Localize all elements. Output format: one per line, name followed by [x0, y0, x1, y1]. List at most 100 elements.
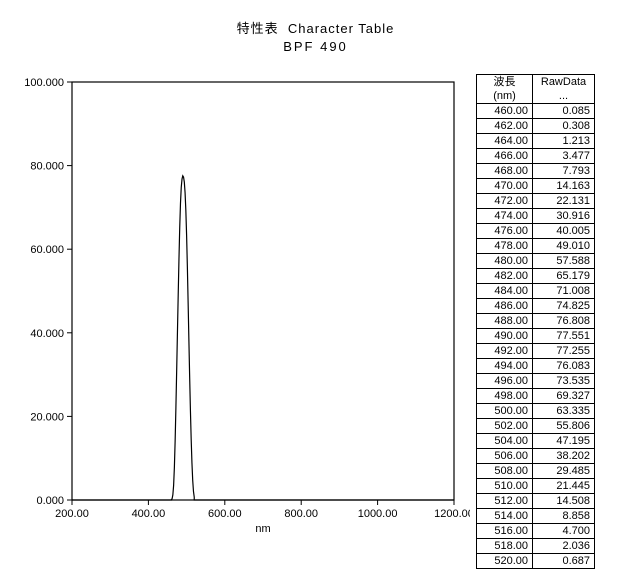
table-row: 468.007.793	[477, 164, 595, 179]
data-table: 波長 (nm) RawData ... 460.000.085462.000.3…	[476, 74, 595, 569]
cell-wavelength: 500.00	[477, 404, 533, 419]
cell-rawdata: 38.202	[533, 449, 595, 464]
cell-rawdata: 14.163	[533, 179, 595, 194]
table-row: 480.0057.588	[477, 254, 595, 269]
data-table-wrap: 波長 (nm) RawData ... 460.000.085462.000.3…	[476, 74, 595, 569]
cell-wavelength: 464.00	[477, 134, 533, 149]
cell-wavelength: 492.00	[477, 344, 533, 359]
table-row: 488.0076.808	[477, 314, 595, 329]
cell-rawdata: 0.687	[533, 554, 595, 569]
table-row: 478.0049.010	[477, 239, 595, 254]
table-row: 498.0069.327	[477, 389, 595, 404]
ytick-label: 20.000	[30, 411, 64, 423]
xtick-label: 400.00	[132, 508, 166, 520]
col-header-rawdata: RawData ...	[533, 75, 595, 104]
cell-wavelength: 502.00	[477, 419, 533, 434]
cell-wavelength: 520.00	[477, 554, 533, 569]
table-row: 514.008.858	[477, 509, 595, 524]
xtick-label: 600.00	[208, 508, 242, 520]
cell-rawdata: 76.083	[533, 359, 595, 374]
table-row: 476.0040.005	[477, 224, 595, 239]
cell-wavelength: 472.00	[477, 194, 533, 209]
cell-wavelength: 484.00	[477, 284, 533, 299]
cell-wavelength: 512.00	[477, 494, 533, 509]
cell-wavelength: 466.00	[477, 149, 533, 164]
table-row: 500.0063.335	[477, 404, 595, 419]
cell-rawdata: 77.551	[533, 329, 595, 344]
table-row: 462.000.308	[477, 119, 595, 134]
table-row: 470.0014.163	[477, 179, 595, 194]
xtick-label: 200.00	[55, 508, 89, 520]
cell-wavelength: 488.00	[477, 314, 533, 329]
cell-wavelength: 498.00	[477, 389, 533, 404]
table-row: 466.003.477	[477, 149, 595, 164]
table-row: 484.0071.008	[477, 284, 595, 299]
cell-rawdata: 7.793	[533, 164, 595, 179]
cell-rawdata: 65.179	[533, 269, 595, 284]
cell-wavelength: 516.00	[477, 524, 533, 539]
cell-rawdata: 14.508	[533, 494, 595, 509]
cell-rawdata: 76.808	[533, 314, 595, 329]
table-row: 490.0077.551	[477, 329, 595, 344]
table-row: 512.0014.508	[477, 494, 595, 509]
cell-wavelength: 496.00	[477, 374, 533, 389]
cell-rawdata: 69.327	[533, 389, 595, 404]
table-row: 492.0077.255	[477, 344, 595, 359]
title-en: Character Table	[288, 21, 395, 36]
cell-wavelength: 490.00	[477, 329, 533, 344]
ytick-label: 100.000	[24, 77, 64, 89]
table-row: 460.000.085	[477, 104, 595, 119]
xtick-label: 800.00	[284, 508, 318, 520]
cell-rawdata: 63.335	[533, 404, 595, 419]
content-row: 0.000 20.000 40.000 60.000 80.000 100.000 200.…	[0, 60, 631, 569]
cell-wavelength: 480.00	[477, 254, 533, 269]
cell-rawdata: 74.825	[533, 299, 595, 314]
table-row: 486.0074.825	[477, 299, 595, 314]
table-row: 506.0038.202	[477, 449, 595, 464]
ytick-label: 60.000	[30, 244, 64, 256]
plot-border	[72, 82, 454, 500]
table-row: 474.0030.916	[477, 209, 595, 224]
x-axis-label: nm	[255, 523, 270, 535]
cell-rawdata: 29.485	[533, 464, 595, 479]
title-line-2: BPF 490	[0, 39, 631, 54]
cell-rawdata: 22.131	[533, 194, 595, 209]
chart-svg: 0.000 20.000 40.000 60.000 80.000 100.000 200.…	[0, 70, 470, 540]
page-title: 特性表 Character Table BPF 490	[0, 0, 631, 60]
cell-rawdata: 57.588	[533, 254, 595, 269]
table-row: 494.0076.083	[477, 359, 595, 374]
ytick-label: 40.000	[30, 328, 64, 340]
cell-rawdata: 73.535	[533, 374, 595, 389]
table-row: 504.0047.195	[477, 434, 595, 449]
cell-wavelength: 504.00	[477, 434, 533, 449]
cell-wavelength: 486.00	[477, 299, 533, 314]
cell-wavelength: 470.00	[477, 179, 533, 194]
cell-rawdata: 0.085	[533, 104, 595, 119]
cell-rawdata: 47.195	[533, 434, 595, 449]
cell-wavelength: 474.00	[477, 209, 533, 224]
cell-rawdata: 1.213	[533, 134, 595, 149]
table-row: 464.001.213	[477, 134, 595, 149]
cell-rawdata: 4.700	[533, 524, 595, 539]
ytick-label: 80.000	[30, 161, 64, 173]
cell-rawdata: 8.858	[533, 509, 595, 524]
cell-rawdata: 40.005	[533, 224, 595, 239]
table-row: 472.0022.131	[477, 194, 595, 209]
title-line-1: 特性表 Character Table	[0, 18, 631, 37]
spectral-curve	[171, 176, 195, 500]
cell-wavelength: 506.00	[477, 449, 533, 464]
ytick-label: 0.000	[36, 495, 64, 507]
cell-rawdata: 71.008	[533, 284, 595, 299]
table-row: 510.0021.445	[477, 479, 595, 494]
cell-wavelength: 462.00	[477, 119, 533, 134]
spectral-chart: 0.000 20.000 40.000 60.000 80.000 100.000 200.…	[0, 70, 470, 540]
cell-wavelength: 518.00	[477, 539, 533, 554]
cell-wavelength: 478.00	[477, 239, 533, 254]
cell-wavelength: 482.00	[477, 269, 533, 284]
cell-rawdata: 55.806	[533, 419, 595, 434]
table-header-row: 波長 (nm) RawData ...	[477, 75, 595, 104]
cell-rawdata: 77.255	[533, 344, 595, 359]
cell-rawdata: 2.036	[533, 539, 595, 554]
cell-wavelength: 510.00	[477, 479, 533, 494]
cell-rawdata: 0.308	[533, 119, 595, 134]
